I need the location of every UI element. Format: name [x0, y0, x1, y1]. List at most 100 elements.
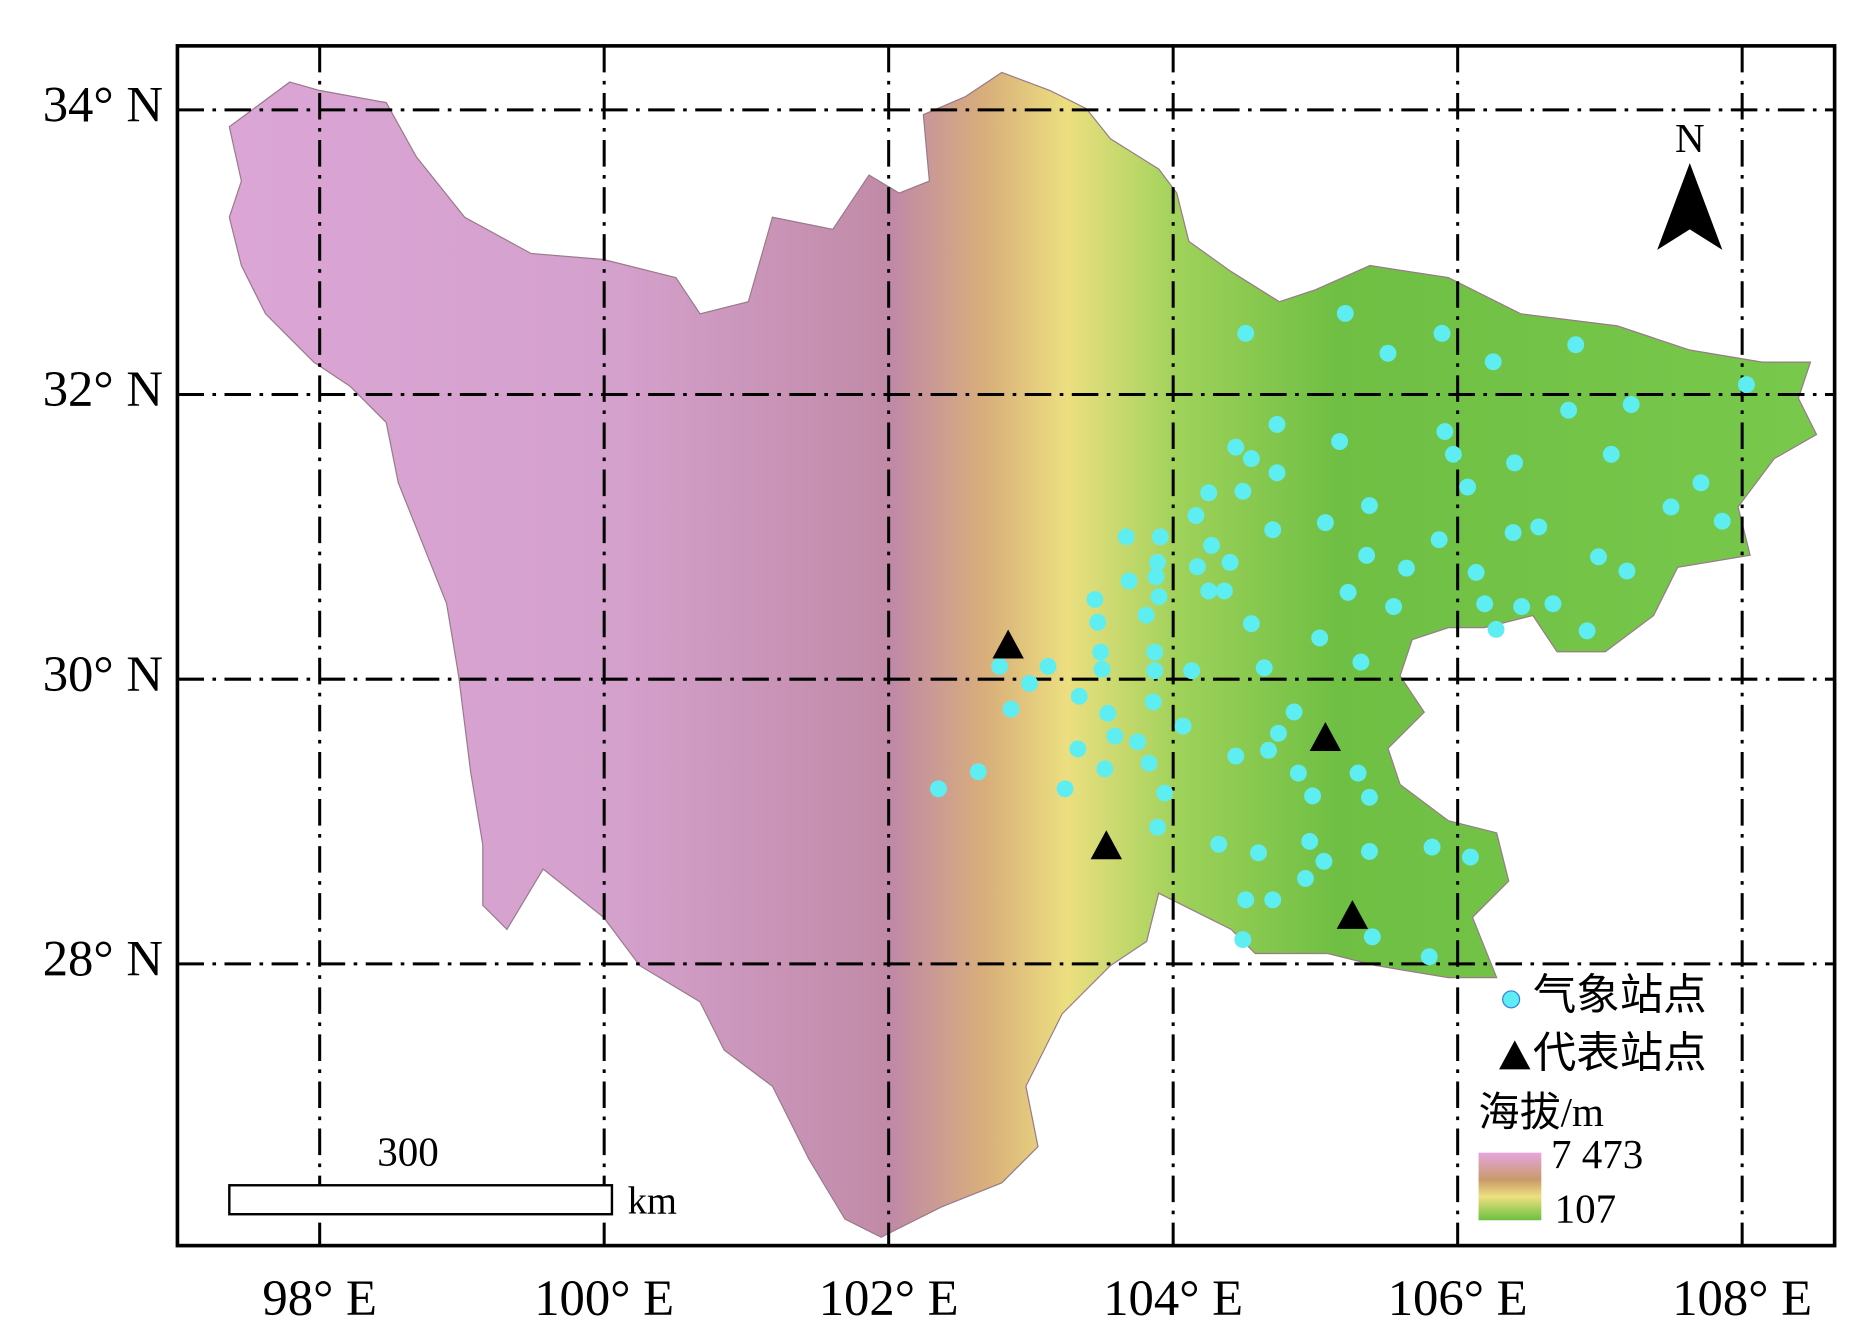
station-point	[1618, 562, 1636, 580]
station-point	[1530, 518, 1548, 536]
station-point	[1622, 396, 1640, 413]
station-point	[1096, 760, 1114, 778]
station-point	[1255, 659, 1273, 677]
station-point	[930, 780, 947, 798]
station-point	[1069, 740, 1087, 758]
representative-station	[1336, 899, 1369, 929]
station-point	[1120, 572, 1138, 590]
station-point	[1420, 948, 1438, 966]
station-point	[1234, 482, 1252, 500]
representative-station	[992, 629, 1024, 659]
x-tick-label: 106° E	[1388, 1270, 1528, 1326]
station-point	[1089, 613, 1107, 631]
station-point	[1092, 643, 1110, 661]
station-point	[1200, 484, 1218, 502]
station-point	[1150, 588, 1168, 606]
legend-label: 气象站点	[1533, 971, 1707, 1019]
station-point	[1264, 521, 1282, 539]
station-point	[1187, 507, 1205, 524]
station-point	[1590, 548, 1607, 566]
stations	[930, 304, 1755, 966]
scale-length-label: 300	[377, 1129, 439, 1175]
station-point	[1242, 615, 1260, 633]
scale-unit-label: km	[628, 1180, 677, 1222]
station-point	[1151, 528, 1169, 546]
station-point	[1311, 629, 1329, 647]
station-point	[1285, 703, 1303, 721]
axes: 98° E 100° E 102° E 104° E 106° E 108° E 28° N…	[43, 77, 1812, 1327]
station-point	[1242, 450, 1260, 468]
station-point	[1315, 852, 1333, 870]
y-tick-label: 28° N	[43, 930, 163, 986]
station-point	[1144, 693, 1162, 711]
station-point	[1289, 764, 1307, 782]
station-point	[1316, 514, 1334, 532]
x-tick-label: 102° E	[819, 1270, 959, 1326]
map-frame	[175, 44, 1837, 1248]
station-point	[1544, 595, 1562, 613]
station-point	[1200, 582, 1218, 600]
station-point	[1484, 353, 1502, 371]
station-point	[1129, 733, 1147, 751]
station-point	[1203, 536, 1221, 554]
station-point	[1361, 788, 1378, 806]
station-point	[1099, 704, 1117, 722]
station-point	[1093, 660, 1111, 678]
x-tick-label: 98° E	[262, 1270, 377, 1326]
station-point	[991, 657, 1009, 675]
station-point	[1504, 524, 1522, 542]
y-tick-label: 30° N	[43, 646, 163, 702]
north-arrow: N	[1657, 115, 1723, 250]
station-point	[1056, 780, 1074, 798]
station-point	[1506, 454, 1524, 472]
x-tick-label: 108° E	[1672, 1270, 1812, 1326]
station-point	[1467, 563, 1485, 581]
station-point	[1221, 554, 1239, 571]
station-point	[1140, 754, 1158, 772]
y-tick-label: 34° N	[43, 77, 163, 133]
station-point	[1385, 598, 1403, 616]
station-point	[1398, 559, 1415, 577]
colorbar-max-label: 7 473	[1551, 1131, 1643, 1177]
station-point	[1237, 324, 1255, 342]
station-point	[1117, 528, 1135, 546]
colorbar	[1478, 1152, 1542, 1221]
station-point	[1361, 842, 1378, 860]
province-terrain	[228, 71, 1818, 1238]
station-point	[1662, 498, 1680, 516]
station-point	[1444, 445, 1462, 463]
station-point	[1021, 675, 1038, 692]
station-point	[1358, 546, 1376, 564]
north-arrow-shape	[1657, 162, 1723, 250]
station-point	[1459, 478, 1477, 496]
station-point	[1156, 784, 1174, 802]
x-tick-label: 100° E	[534, 1270, 674, 1326]
station-point	[1106, 727, 1124, 745]
station-point	[1433, 324, 1451, 342]
station-point	[1352, 653, 1370, 671]
station-point	[1430, 531, 1448, 549]
station-point	[1331, 433, 1349, 450]
station-point	[1578, 622, 1596, 640]
station-point	[1602, 445, 1620, 463]
station-point	[1188, 558, 1206, 576]
legend-label: 代表站点	[1533, 1029, 1707, 1077]
station-point	[1264, 891, 1282, 909]
station-point	[1363, 928, 1381, 946]
station-point	[1476, 595, 1494, 613]
station-point	[1560, 401, 1578, 419]
station-point	[1234, 931, 1252, 949]
legend-marker	[1502, 990, 1521, 1009]
station-point	[1086, 591, 1104, 608]
station-point	[1227, 438, 1245, 456]
station-point	[1268, 464, 1286, 482]
station-point	[1146, 662, 1164, 680]
station-point	[1146, 643, 1164, 661]
station-point	[1237, 891, 1255, 909]
station-point	[1002, 700, 1020, 718]
station-point	[1513, 598, 1531, 616]
colorbar-min-label: 107	[1555, 1185, 1617, 1231]
station-point	[1304, 787, 1322, 805]
